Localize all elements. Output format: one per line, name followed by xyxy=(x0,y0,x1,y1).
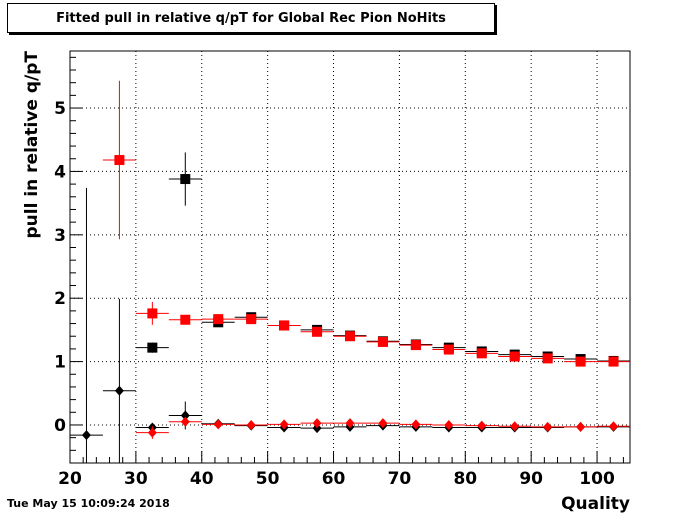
data-point-diamond xyxy=(345,418,355,429)
data-point-diamond xyxy=(246,419,256,430)
x-tick-label: 40 xyxy=(190,469,214,489)
data-point-square xyxy=(608,356,619,367)
data-point-square xyxy=(410,340,421,351)
data-point-diamond xyxy=(576,421,586,432)
data-point-diamond xyxy=(114,385,124,396)
data-point-diamond xyxy=(543,421,553,432)
axis-ticks xyxy=(69,56,624,463)
x-tick-label: 80 xyxy=(453,469,477,489)
data-point-diamond xyxy=(213,419,223,430)
data-point-diamond xyxy=(147,427,157,438)
data-point-diamond xyxy=(510,421,520,432)
data-point-square xyxy=(213,314,224,325)
y-tick-label: 0 xyxy=(54,416,66,436)
data-point-diamond xyxy=(81,430,91,441)
data-point-diamond xyxy=(477,420,487,431)
series-3 xyxy=(135,416,630,439)
chart-title: Fitted pull in relative q/pT for Global … xyxy=(56,11,446,26)
data-point-square xyxy=(575,356,586,367)
data-point-diamond xyxy=(378,418,388,429)
data-point-diamond xyxy=(312,418,322,429)
data-point-square xyxy=(377,336,388,347)
data-point-square xyxy=(147,308,158,319)
y-tick-label: 1 xyxy=(54,353,66,373)
timestamp: Tue May 15 10:09:24 2018 xyxy=(7,497,170,510)
x-tick-label: 50 xyxy=(256,469,280,489)
data-point-square xyxy=(345,331,355,342)
data-point-square xyxy=(180,174,191,185)
data-point-square xyxy=(312,326,323,337)
x-tick-label: 20 xyxy=(58,469,82,489)
data-point-square xyxy=(542,353,553,364)
grid-lines xyxy=(70,51,630,463)
x-tick-label: 60 xyxy=(322,469,346,489)
data-point-square xyxy=(279,320,290,331)
data-point-square xyxy=(114,155,125,166)
y-axis-title: pull in relative q/pT xyxy=(22,51,42,239)
data-point-square xyxy=(443,344,454,355)
data-point-diamond xyxy=(279,419,289,430)
data-marks xyxy=(70,80,630,463)
x-tick-label: 30 xyxy=(124,469,148,489)
data-point-square xyxy=(476,348,487,359)
data-point-square xyxy=(509,351,520,362)
data-point-diamond xyxy=(312,423,322,434)
data-point-diamond xyxy=(609,421,619,432)
data-point-square xyxy=(147,342,158,353)
x-axis-title: Quality xyxy=(561,494,630,514)
data-point-square xyxy=(180,314,191,325)
data-point-diamond xyxy=(411,419,421,430)
data-point-diamond xyxy=(444,419,454,430)
plot-frame-rect xyxy=(69,50,631,464)
x-tick-label: 70 xyxy=(388,469,412,489)
y-tick-label: 2 xyxy=(54,289,66,309)
x-tick-label: 90 xyxy=(519,469,543,489)
chart-title-box: Fitted pull in relative q/pT for Global … xyxy=(7,3,495,33)
y-tick-label: 5 xyxy=(54,99,66,119)
axis-labels: 20 30 40 50 60 70 80 90 100 0 1 2 3 4 5 Quality pull in … xyxy=(22,51,630,514)
data-point-diamond xyxy=(180,416,190,427)
x-tick-label: 100 xyxy=(579,469,615,489)
y-tick-label: 3 xyxy=(54,226,66,246)
series-1 xyxy=(102,80,630,367)
series-0 xyxy=(135,152,630,366)
data-point-diamond xyxy=(180,410,190,421)
plot-frame xyxy=(69,50,631,464)
y-tick-label: 4 xyxy=(54,162,66,182)
data-point-square xyxy=(246,314,257,325)
